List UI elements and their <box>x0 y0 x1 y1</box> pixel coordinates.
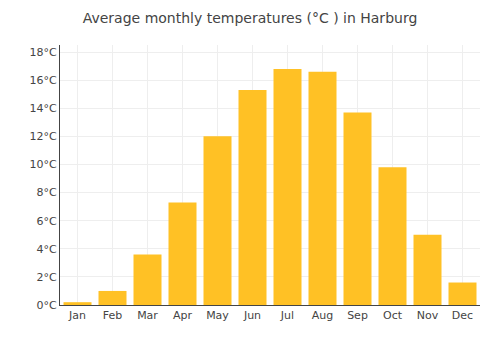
svg-text:2°C: 2°C <box>37 271 57 284</box>
svg-text:Mar: Mar <box>137 309 158 322</box>
svg-text:Nov: Nov <box>417 309 439 322</box>
svg-text:Feb: Feb <box>103 309 122 322</box>
svg-text:4°C: 4°C <box>37 243 57 256</box>
svg-text:8°C: 8°C <box>37 186 57 199</box>
svg-text:Aug: Aug <box>312 309 333 322</box>
svg-text:16°C: 16°C <box>30 74 57 87</box>
svg-text:18°C: 18°C <box>30 46 57 59</box>
svg-text:Jul: Jul <box>280 309 294 322</box>
svg-text:12°C: 12°C <box>30 130 57 143</box>
svg-text:Sep: Sep <box>347 309 368 322</box>
svg-text:Apr: Apr <box>173 309 193 322</box>
svg-text:May: May <box>206 309 229 322</box>
svg-text:Dec: Dec <box>452 309 473 322</box>
svg-text:6°C: 6°C <box>37 215 57 228</box>
svg-text:Oct: Oct <box>383 309 403 322</box>
svg-text:Jan: Jan <box>68 309 86 322</box>
svg-text:0°C: 0°C <box>37 299 57 312</box>
svg-text:Jun: Jun <box>243 309 261 322</box>
svg-text:14°C: 14°C <box>30 102 57 115</box>
svg-text:10°C: 10°C <box>30 158 57 171</box>
svg-text:Average monthly temperatures (: Average monthly temperatures (°C ) in Ha… <box>83 10 418 26</box>
